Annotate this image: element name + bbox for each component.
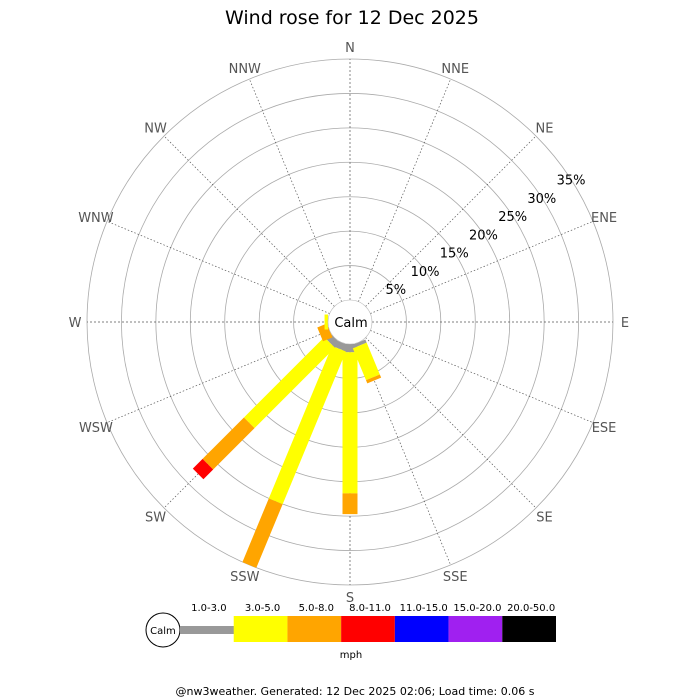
legend-swatch-3 <box>341 616 395 642</box>
direction-label-sw: SW <box>145 510 166 525</box>
direction-label-se: SE <box>536 510 552 525</box>
spoke-line <box>163 135 335 307</box>
direction-label-ne: NE <box>535 122 553 137</box>
calm-circle: Calm <box>327 299 373 345</box>
petal-sse-bin-1 <box>352 342 380 381</box>
spoke-line <box>365 135 537 307</box>
direction-label-ssw: SSW <box>230 570 260 585</box>
direction-labels: N NNE NE ENE E ESE SE SSE S SSW SW WSW W WNW NW NNW <box>69 41 630 606</box>
legend-bins: 1.0-3.0 3.0-5.0 5.0-8.0 8.0-11.0 11.0-15.0 15… <box>180 603 556 642</box>
grid-ring <box>121 93 579 551</box>
spoke-line <box>106 330 330 423</box>
petal-ssw-bin-1 <box>268 345 346 505</box>
calm-label: Calm <box>334 316 367 331</box>
legend-swatch-5 <box>448 616 503 642</box>
petal-ssw-bin-2 <box>242 498 283 568</box>
petal-s-bin-1 <box>342 352 358 494</box>
legend-swatch-6 <box>502 616 556 642</box>
petal-sse-bin-0 <box>351 339 367 349</box>
petal-s-bin-2 <box>342 493 358 515</box>
legend-label-0: 1.0-3.0 <box>191 603 226 614</box>
direction-label-s: S <box>346 591 354 606</box>
legend-unit-label: mph <box>340 650 362 661</box>
spoke-line <box>106 221 330 314</box>
direction-label-nnw: NNW <box>229 62 261 77</box>
radial-tick-label: 25% <box>498 210 527 225</box>
direction-label-ene: ENE <box>591 211 617 226</box>
direction-label-wnw: WNW <box>78 211 114 226</box>
direction-label-sse: SSE <box>443 570 468 585</box>
legend-label-2: 5.0-8.0 <box>299 603 334 614</box>
radial-tick-label: 10% <box>411 265 440 280</box>
legend-swatch-2 <box>287 616 342 642</box>
petal-sse-bin-2 <box>365 374 382 384</box>
legend-label-5: 15.0-20.0 <box>453 603 501 614</box>
wind-petals <box>192 314 382 568</box>
radial-tick-labels: 5% 10%15%20%25%30%35% <box>386 174 586 298</box>
direction-label-nw: NW <box>144 122 167 137</box>
spoke-line <box>358 78 451 302</box>
radial-tick-label: 35% <box>557 174 586 189</box>
speed-legend: Calm 1.0-3.0 3.0-5.0 5.0-8.0 8.0-11.0 11.0-1… <box>145 603 556 661</box>
direction-label-nne: NNE <box>441 62 469 77</box>
direction-label-n: N <box>345 41 355 56</box>
radial-tick-label: 15% <box>440 247 469 262</box>
spoke-line <box>358 342 451 566</box>
petal-sw-bin-1 <box>243 337 335 429</box>
petal-w-bin-1 <box>324 314 328 330</box>
petal-sw-bin-3 <box>192 458 214 480</box>
spoke-line <box>249 78 342 302</box>
radial-tick-label: 20% <box>469 228 498 243</box>
chart-title: Wind rose for 12 Dec 2025 <box>225 7 479 29</box>
direction-label-wsw: WSW <box>79 421 113 436</box>
radial-tick-label: 5% <box>386 283 407 298</box>
legend-label-4: 11.0-15.0 <box>400 603 448 614</box>
direction-label-w: W <box>69 316 82 331</box>
legend-label-6: 20.0-50.0 <box>507 603 555 614</box>
legend-calm-label: Calm <box>150 626 176 637</box>
petal-wsw-bin-2 <box>317 323 333 342</box>
direction-label-e: E <box>621 316 629 331</box>
spoke-line <box>370 330 594 423</box>
petal-sw-bin-2 <box>202 417 255 470</box>
legend-swatch-4 <box>394 616 449 642</box>
legend-swatch-0 <box>180 626 235 634</box>
spoke-line <box>370 221 594 314</box>
radial-tick-label: 30% <box>527 192 556 207</box>
footer-text: @nw3weather. Generated: 12 Dec 2025 02:0… <box>176 685 535 698</box>
legend-label-3: 8.0-11.0 <box>349 603 391 614</box>
spoke-line <box>163 337 335 509</box>
direction-label-ese: ESE <box>592 421 617 436</box>
spoke-line <box>365 337 537 509</box>
legend-label-1: 3.0-5.0 <box>245 603 280 614</box>
legend-swatch-1 <box>233 616 288 642</box>
